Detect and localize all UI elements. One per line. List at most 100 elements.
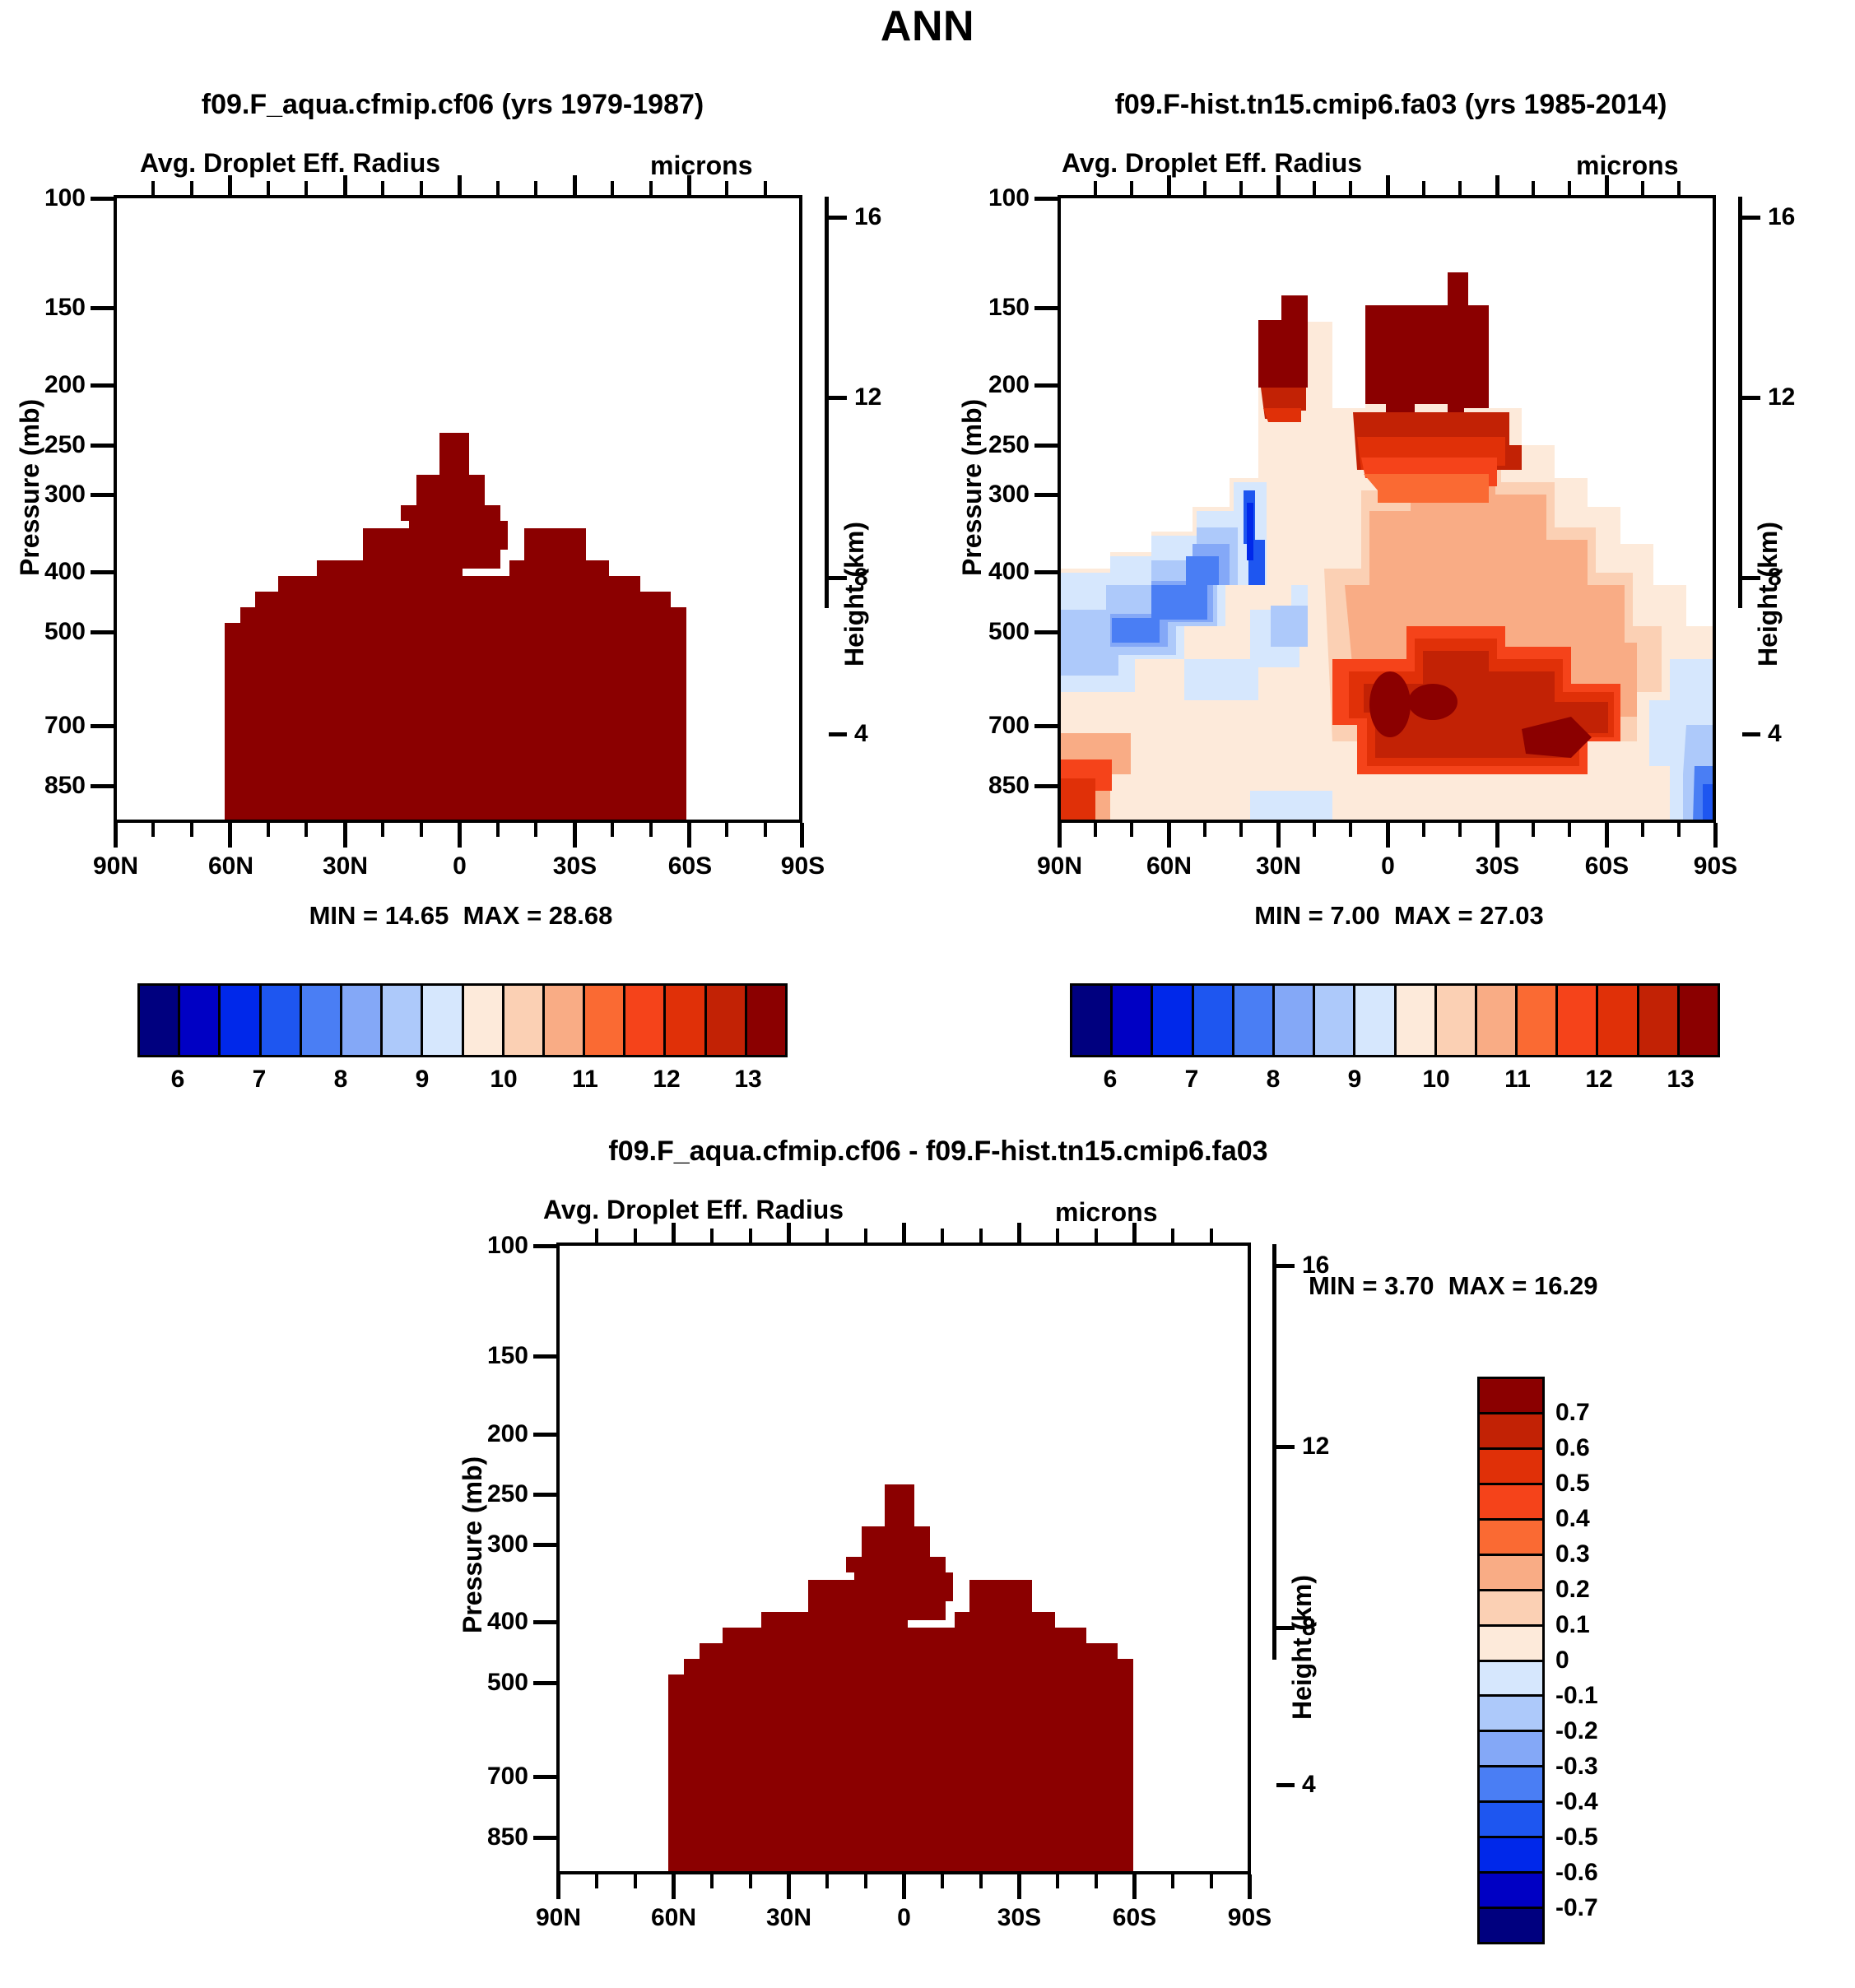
cbl-r-8: 8 bbox=[1266, 1066, 1281, 1093]
h-tick-16: 16 bbox=[854, 203, 882, 230]
colorbar-difference[interactable] bbox=[1477, 1377, 1545, 1944]
panel-top-left-minmax: MIN = 14.65 MAX = 28.68 bbox=[132, 901, 790, 931]
xtick-60S: 60S bbox=[667, 852, 713, 880]
contour-core-30N-column bbox=[1258, 295, 1308, 404]
panel-top-right-contour-field bbox=[1061, 198, 1713, 820]
panel-top-left-variable: Avg. Droplet Eff. Radius bbox=[140, 148, 441, 178]
cbar-d-seg-14 bbox=[1480, 1874, 1542, 1910]
cbar-r-seg-7 bbox=[1355, 986, 1397, 1055]
panel-difference-units: microns bbox=[1055, 1197, 1158, 1227]
panel-difference-y2label: Height (km) bbox=[1287, 1575, 1317, 1720]
xtick-r-90S: 90S bbox=[1693, 852, 1738, 880]
cbar-seg-7 bbox=[423, 986, 464, 1055]
cbar-seg-15 bbox=[746, 986, 785, 1055]
panel-difference-plot bbox=[556, 1242, 1251, 1874]
cbar-seg-11 bbox=[585, 986, 626, 1055]
ytick-d-250: 250 bbox=[486, 1480, 528, 1507]
cbar-seg-1 bbox=[180, 986, 221, 1055]
ytick-r-500: 500 bbox=[988, 618, 1030, 645]
contour-top-mask bbox=[1061, 198, 1713, 626]
cbar-d-seg-11 bbox=[1480, 1767, 1542, 1804]
contour-band-0-3a bbox=[1364, 474, 1489, 503]
ytick-r-300: 300 bbox=[988, 481, 1030, 508]
cbar-seg-3 bbox=[261, 986, 302, 1055]
cbar-d-seg-10 bbox=[1480, 1732, 1542, 1768]
contour-core-tropical-low bbox=[1369, 671, 1411, 737]
colorbar-top-left[interactable] bbox=[137, 983, 788, 1057]
cbar-d-seg-4 bbox=[1480, 1520, 1542, 1556]
cbar-r-seg-1 bbox=[1113, 986, 1154, 1055]
cbar-r-seg-10 bbox=[1476, 986, 1518, 1055]
cbvl-0-3: 0.3 bbox=[1555, 1540, 1590, 1568]
cbar-r-seg-0 bbox=[1072, 986, 1113, 1055]
cbar-d-seg-0 bbox=[1480, 1379, 1542, 1414]
cbvl-0-7: 0.7 bbox=[1555, 1399, 1590, 1426]
panel-top-right-plot bbox=[1058, 195, 1716, 823]
cbl-r-7: 7 bbox=[1184, 1066, 1199, 1093]
cbl-r-13: 13 bbox=[1667, 1066, 1695, 1093]
ytick-d-150: 150 bbox=[486, 1342, 528, 1369]
ytick-d-500: 500 bbox=[486, 1669, 528, 1696]
cbar-seg-0 bbox=[140, 986, 181, 1055]
cbar-r-seg-3 bbox=[1193, 986, 1234, 1055]
cbvl-0-6: 0.6 bbox=[1555, 1434, 1590, 1461]
h-tick-4: 4 bbox=[854, 720, 868, 747]
h-tick-r-12: 12 bbox=[1768, 383, 1796, 411]
colorbar-top-right[interactable] bbox=[1070, 983, 1720, 1057]
cbar-d-seg-1 bbox=[1480, 1414, 1542, 1450]
cbar-d-seg-8 bbox=[1480, 1661, 1542, 1698]
ytick-r-200: 200 bbox=[988, 371, 1030, 398]
cbar-d-seg-13 bbox=[1480, 1838, 1542, 1874]
ytick-250: 250 bbox=[44, 431, 86, 458]
ytick-d-200: 200 bbox=[486, 1420, 528, 1447]
cbvl-0: 0 bbox=[1555, 1647, 1569, 1674]
cbvl-n0-1: -0.1 bbox=[1555, 1682, 1598, 1709]
h-tick-d-8: 8 bbox=[1302, 1614, 1316, 1641]
panel-top-left-min: MIN = 14.65 bbox=[309, 901, 449, 930]
panel-difference-max: MAX = 16.29 bbox=[1448, 1271, 1598, 1300]
h-tick-d-16: 16 bbox=[1302, 1252, 1330, 1279]
cbar-d-seg-7 bbox=[1480, 1626, 1542, 1662]
xtick-d-90S: 90S bbox=[1227, 1904, 1272, 1931]
xtick-r-0: 0 bbox=[1381, 852, 1395, 880]
panel-top-right-y2label: Height (km) bbox=[1753, 522, 1783, 667]
panel-top-left-title: f09.F_aqua.cfmip.cf06 (yrs 1979-1987) bbox=[201, 89, 704, 120]
ytick-500: 500 bbox=[44, 618, 86, 645]
cbl-13: 13 bbox=[734, 1066, 762, 1093]
h-tick-r-4: 4 bbox=[1768, 720, 1782, 747]
cbar-seg-10 bbox=[544, 986, 586, 1055]
contour-band-south-edge-4 bbox=[1703, 784, 1713, 820]
cbar-seg-9 bbox=[504, 986, 545, 1055]
panel-top-right-min: MIN = 7.00 bbox=[1254, 901, 1380, 930]
cbl-7: 7 bbox=[252, 1066, 267, 1093]
panel-difference-variable: Avg. Droplet Eff. Radius bbox=[543, 1195, 844, 1224]
cbvl-n0-2: -0.2 bbox=[1555, 1717, 1598, 1744]
cbl-6: 6 bbox=[170, 1066, 185, 1093]
cbvl-n0-5: -0.5 bbox=[1555, 1823, 1598, 1851]
panel-top-left-max: MAX = 28.68 bbox=[463, 901, 613, 930]
contour-svg-top-left bbox=[225, 433, 686, 820]
h-tick-r-16: 16 bbox=[1768, 203, 1796, 230]
cbar-r-seg-2 bbox=[1153, 986, 1194, 1055]
contour-svg-difference bbox=[668, 1484, 1133, 1871]
xtick-d-90N: 90N bbox=[535, 1904, 582, 1931]
xtick-r-30N: 30N bbox=[1255, 852, 1302, 880]
ytick-d-100: 100 bbox=[486, 1232, 528, 1259]
cbar-r-seg-5 bbox=[1274, 986, 1316, 1055]
xtick-d-60S: 60S bbox=[1112, 1904, 1157, 1931]
cbar-r-seg-9 bbox=[1436, 986, 1477, 1055]
panel-top-right-title: f09.F-hist.tn15.cmip6.fa03 (yrs 1985-201… bbox=[1114, 89, 1667, 120]
cbl-12: 12 bbox=[653, 1066, 681, 1093]
ytick-700: 700 bbox=[44, 712, 86, 739]
cbar-r-seg-4 bbox=[1234, 986, 1275, 1055]
contour-band--0-4 bbox=[1112, 556, 1219, 643]
page-title: ANN bbox=[880, 2, 975, 50]
cbar-seg-14 bbox=[706, 986, 747, 1055]
panel-difference-ylabel: Pressure (mb) bbox=[458, 1456, 487, 1633]
cbar-r-seg-14 bbox=[1639, 986, 1680, 1055]
cbar-d-seg-9 bbox=[1480, 1697, 1542, 1733]
ytick-d-300: 300 bbox=[486, 1530, 528, 1558]
xtick-r-60S: 60S bbox=[1584, 852, 1630, 880]
panel-difference-minmax: MIN = 3.70 MAX = 16.29 bbox=[1309, 1271, 1802, 1301]
cbl-r-9: 9 bbox=[1347, 1066, 1362, 1093]
